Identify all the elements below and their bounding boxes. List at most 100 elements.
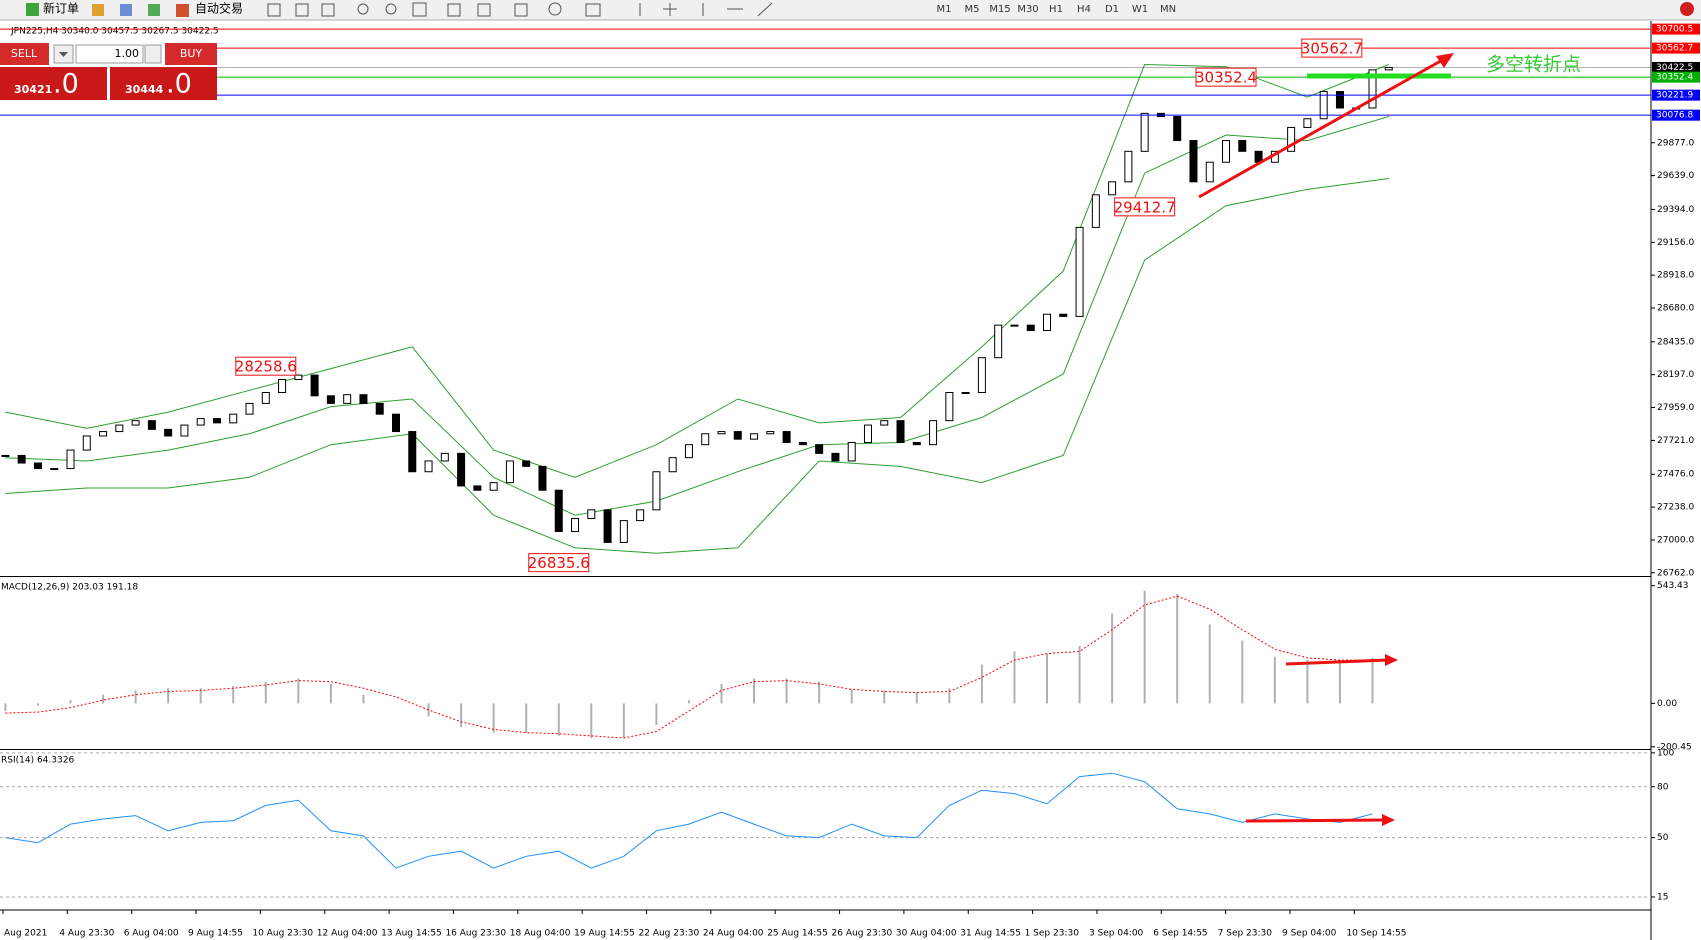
timeframe[interactable]: M1: [937, 4, 952, 15]
sell-button[interactable]: [0, 43, 49, 65]
level-label: 30422.5: [1656, 63, 1693, 73]
candle: [408, 431, 417, 473]
x-tick-label: 26 Aug 23:30: [832, 929, 893, 939]
y-tick-label: 27959.0: [1657, 403, 1694, 413]
arrow-head: [1385, 654, 1398, 666]
ask-tail[interactable]: .0: [166, 69, 192, 100]
y-tick-label: 29394.0: [1657, 205, 1694, 215]
tool-icon[interactable]: [514, 3, 528, 17]
timeframe[interactable]: MN: [1160, 4, 1176, 15]
ask-main[interactable]: 30444: [125, 83, 164, 96]
tool-icon[interactable]: [295, 3, 309, 17]
candle: [1075, 226, 1084, 317]
rsi-arrow: [1245, 818, 1386, 823]
timeframe[interactable]: M5: [965, 4, 980, 15]
annotation-label: 29412.7: [1114, 198, 1176, 216]
annotation-label: 28258.6: [235, 358, 297, 376]
candle: [896, 420, 905, 443]
candle: [847, 441, 856, 462]
timeframe[interactable]: M30: [1017, 4, 1038, 15]
ask-box[interactable]: [110, 67, 217, 100]
buy-label[interactable]: BUY: [180, 47, 203, 60]
level-label-bg: [1652, 42, 1700, 54]
lots-input[interactable]: [75, 44, 144, 64]
tool-icon[interactable]: [585, 3, 601, 17]
timeframe[interactable]: H4: [1077, 4, 1091, 15]
x-tick-label: Aug 2021: [4, 929, 47, 939]
y-tick-label: 27000.0: [1657, 535, 1694, 545]
panel-title: RSI(14) 64.3326: [1, 756, 74, 766]
new-order-icon[interactable]: [26, 3, 39, 16]
auto-trading[interactable]: 自动交易: [195, 1, 243, 16]
auto-trading-icon[interactable]: [176, 4, 189, 17]
zoom-out[interactable]: [385, 3, 397, 15]
tool-icon[interactable]: [92, 4, 104, 16]
timeframe[interactable]: W1: [1132, 4, 1148, 15]
level-label: 30221.9: [1656, 91, 1693, 101]
candle: [538, 465, 547, 491]
tool-icon[interactable]: [148, 4, 160, 16]
bid-box[interactable]: [0, 67, 107, 100]
candle: [961, 391, 970, 394]
plot-area: 26762.0 27000.0 27238.0 27476.0 27721.0 27959…: [0, 21, 1701, 940]
timeframe[interactable]: D1: [1105, 4, 1119, 15]
arrow-head: [1382, 814, 1395, 826]
candle: [343, 394, 352, 404]
candle: [147, 420, 156, 430]
y-tick-label: 27476.0: [1657, 470, 1694, 480]
timeframe[interactable]: M15: [989, 4, 1010, 15]
bid-tail[interactable]: .0: [53, 69, 79, 100]
x-tick-label: 25 Aug 14:55: [767, 929, 828, 939]
tool-icon[interactable]: [321, 3, 335, 17]
tool-icon[interactable]: [639, 2, 773, 17]
candle: [131, 420, 140, 426]
candle: [278, 379, 287, 393]
candle: [522, 460, 531, 467]
new-order[interactable]: 新订单: [43, 1, 79, 16]
candle: [196, 418, 205, 426]
tool-icon[interactable]: [267, 3, 281, 17]
annotation-box: [235, 356, 297, 376]
y-tick-label: 0.00: [1657, 699, 1677, 709]
y-tick-label: 28197.0: [1657, 370, 1694, 380]
candle: [684, 444, 693, 459]
y-tick-label: 26762.0: [1657, 568, 1694, 578]
sell-label[interactable]: SELL: [11, 47, 38, 60]
lots-spinner[interactable]: [144, 44, 162, 64]
bid-main[interactable]: 30421: [14, 83, 52, 96]
toolbar-bg: [0, 0, 1701, 20]
tool-icon[interactable]: [120, 4, 132, 16]
turning-point-note: 多空转折点: [1486, 54, 1581, 76]
y-tick-label: 28435.0: [1657, 337, 1694, 347]
tool-icon[interactable]: [412, 2, 427, 17]
annotation-label: 26835.6: [528, 554, 590, 572]
candle: [82, 435, 91, 451]
x-tick-label: 10 Aug 23:30: [252, 929, 313, 939]
tool-icon[interactable]: [548, 2, 562, 16]
candle: [505, 460, 514, 484]
tool-icon[interactable]: [477, 3, 491, 17]
candle: [798, 441, 807, 446]
candle: [1189, 140, 1198, 183]
arrow-head: [1436, 53, 1454, 68]
candle: [912, 441, 921, 446]
toolbar: 新订单 自动交易 M1 M5 M15 M30 H1 H4 D1 W1 MN: [0, 0, 1701, 21]
y-tick-label: 543.43: [1657, 581, 1689, 591]
zoom-in[interactable]: [357, 3, 369, 15]
candle: [99, 431, 108, 437]
candle: [440, 452, 449, 462]
trend-arrow: [1198, 56, 1447, 199]
candle: [489, 482, 498, 491]
timeframe[interactable]: H1: [1049, 4, 1063, 15]
alert-icon[interactable]: [1680, 2, 1694, 16]
buy-button[interactable]: [165, 43, 217, 65]
tool-icon[interactable]: [447, 3, 461, 17]
annotation-box: [1195, 67, 1257, 87]
timeframes: M1 M5 M15 M30 H1 H4 D1 W1 MN: [937, 4, 1177, 15]
candle: [1124, 150, 1133, 183]
candle: [1205, 161, 1214, 183]
lots-value[interactable]: 1.00: [115, 47, 140, 60]
candle: [310, 374, 319, 397]
bollinger-upper: [5, 63, 1389, 478]
